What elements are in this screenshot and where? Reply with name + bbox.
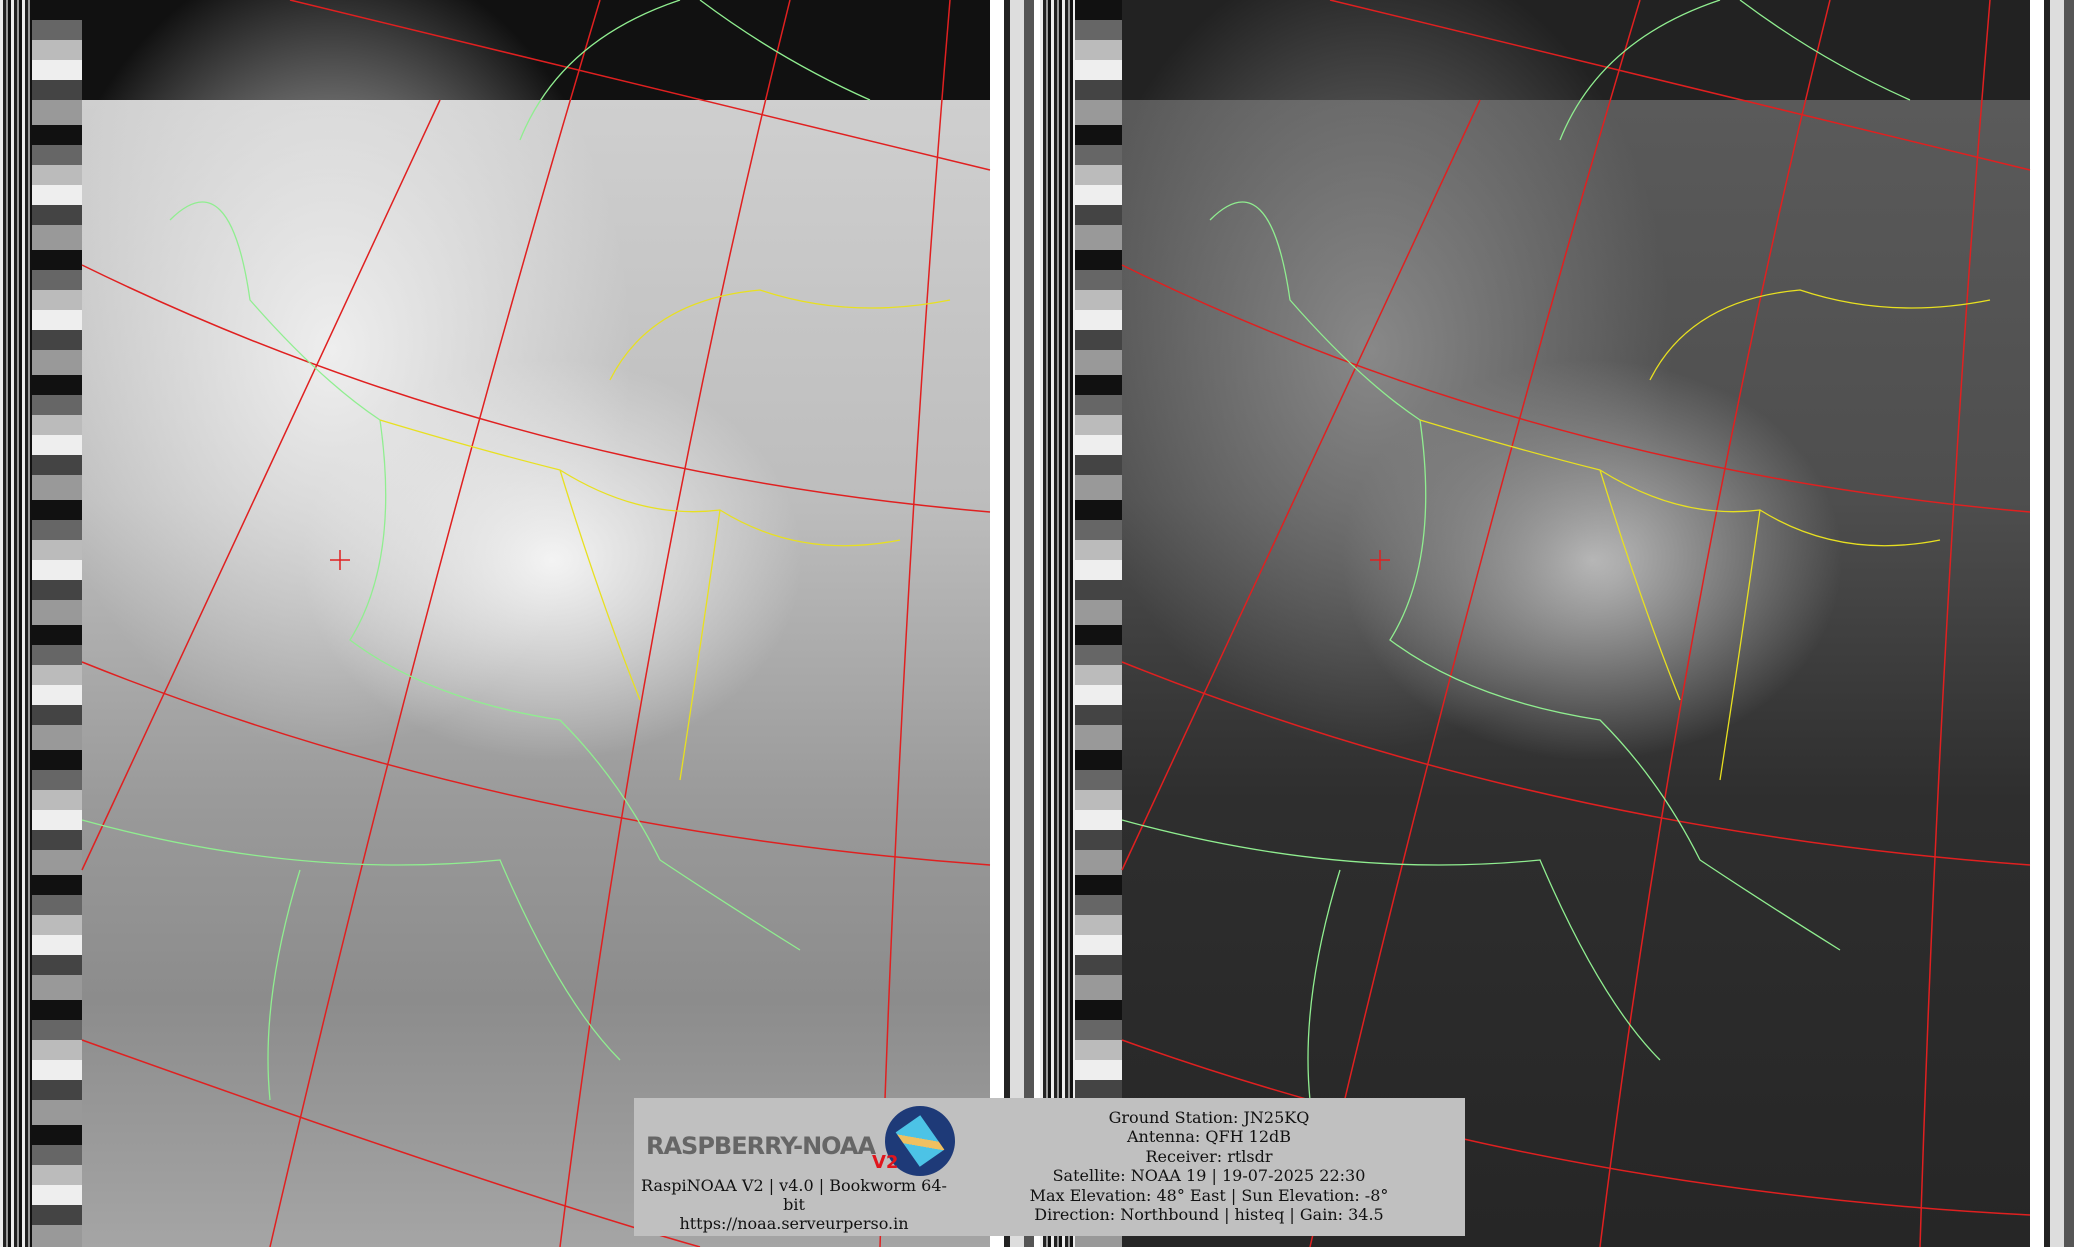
coastlines — [81, 0, 1911, 1101]
grid-b — [1121, 0, 2031, 1247]
satellite-icon — [885, 1106, 955, 1176]
channel-a-image — [82, 0, 990, 1247]
raspberry-noaa-logo: RASPBERRY-NOAA V2 — [640, 1102, 960, 1182]
satellite: Satellite: NOAA 19 | 19-07-2025 22:30 — [1052, 1166, 1366, 1186]
logo-badge: V2 — [872, 1152, 899, 1173]
channel-b-image — [1122, 0, 2030, 1247]
pass-info-panel: RASPBERRY-NOAA V2 RaspiNOAA V2 | v4.0 | … — [634, 1098, 1465, 1236]
station-marker — [330, 550, 1390, 570]
software-info: RaspiNOAA V2 | v4.0 | Bookworm 64-bit ht… — [634, 1176, 954, 1233]
borders — [379, 289, 1991, 781]
space-a-telemetry — [32, 0, 82, 1247]
version-line: RaspiNOAA V2 | v4.0 | Bookworm 64-bit — [641, 1176, 947, 1214]
pass-details: Ground Station: JN25KQ Antenna: QFH 12dB… — [959, 1108, 1459, 1224]
site-url: https://noaa.serveurperso.in — [679, 1214, 909, 1233]
sync-a-bars — [0, 0, 32, 1247]
antenna: Antenna: QFH 12dB — [1127, 1127, 1291, 1147]
grid-a — [81, 0, 991, 1247]
ground-station: Ground Station: JN25KQ — [1108, 1108, 1310, 1127]
sync-b-bars — [1040, 0, 1075, 1247]
space-b-telemetry — [1075, 0, 1122, 1247]
elevation: Max Elevation: 48° East | Sun Elevation:… — [1029, 1185, 1389, 1205]
lat-lon-grid — [81, 0, 2031, 1247]
receiver: Receiver: rtlsdr — [1145, 1146, 1273, 1166]
direction: Direction: Northbound | histeq | Gain: 3… — [1034, 1205, 1384, 1225]
telemetry-a-strip — [990, 0, 1040, 1247]
telemetry-b-strip — [2030, 0, 2080, 1247]
logo-text: RASPBERRY-NOAA — [646, 1132, 876, 1160]
